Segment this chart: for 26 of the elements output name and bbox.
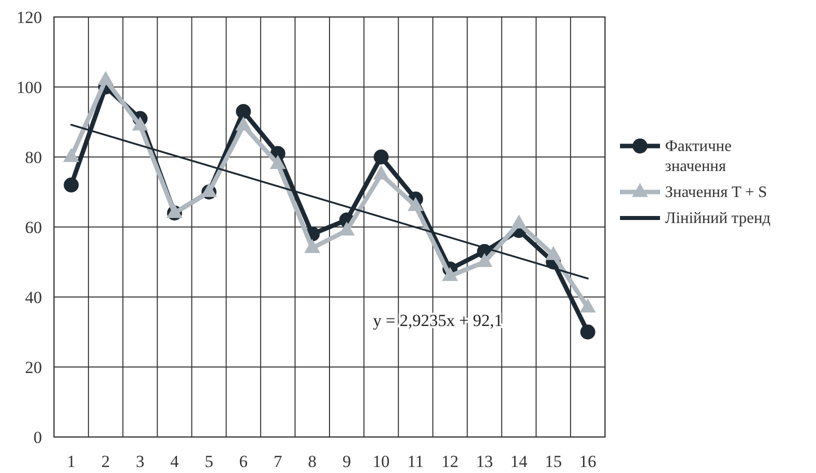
x-tick-label: 9 <box>342 452 351 471</box>
x-tick-label: 2 <box>101 452 110 471</box>
x-tick-label: 8 <box>308 452 317 471</box>
y-tick-label: 40 <box>25 288 42 307</box>
x-tick-label: 4 <box>170 452 180 471</box>
x-tick-label: 11 <box>407 452 424 471</box>
legend-label: Фактичне значення <box>665 138 732 175</box>
x-tick-label: 7 <box>274 452 283 471</box>
y-tick-label: 20 <box>25 358 42 377</box>
y-tick-label: 120 <box>16 8 42 27</box>
y-tick-label: 0 <box>34 428 42 447</box>
x-tick-label: 10 <box>372 452 390 471</box>
x-tick-label: 5 <box>204 452 214 471</box>
y-tick-label: 60 <box>25 218 42 237</box>
legend-label: Значення T + S <box>665 184 768 201</box>
x-tick-label: 13 <box>476 452 493 471</box>
x-tick-label: 14 <box>510 452 528 471</box>
legend-label: Лінійний тренд <box>665 210 771 227</box>
x-tick-label: 16 <box>579 452 596 471</box>
x-tick-label: 12 <box>442 452 459 471</box>
y-tick-label: 80 <box>25 148 42 167</box>
y-tick-label: 100 <box>16 78 42 97</box>
x-tick-label: 15 <box>544 452 562 471</box>
x-tick-label: 6 <box>239 452 248 471</box>
x-tick-label: 3 <box>136 452 144 471</box>
x-tick-label: 1 <box>66 452 76 471</box>
